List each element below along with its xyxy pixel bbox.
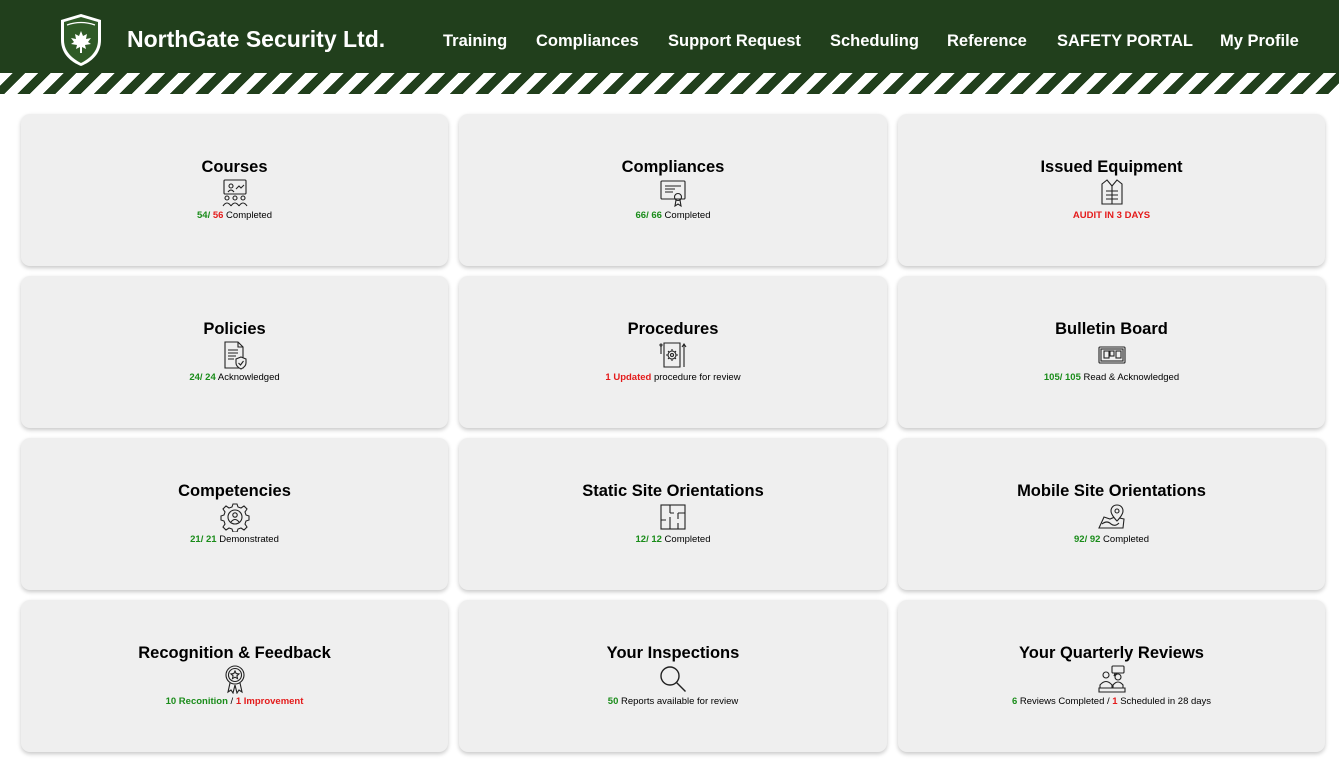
competency-gear-icon: [219, 502, 250, 532]
nav-support-request[interactable]: Support Request: [668, 32, 801, 50]
card-title: Policies: [203, 320, 266, 338]
card-policies[interactable]: Policies 24/ 24 Acknowledged: [21, 276, 448, 428]
card-recognition-feedback[interactable]: Recognition & Feedback 10 Reconition / 1…: [21, 600, 448, 752]
nav-compliances[interactable]: Compliances: [536, 32, 639, 50]
card-title: Procedures: [627, 320, 719, 338]
card-status: 6 Reviews Completed / 1 Scheduled in 28 …: [1011, 696, 1212, 707]
card-status: 66/ 66 Completed: [635, 210, 711, 221]
meeting-icon: [1097, 664, 1127, 694]
card-static-site-orientations[interactable]: Static Site Orientations 12/ 12 Complete…: [459, 438, 887, 590]
card-status: 1 Updated procedure for review: [605, 372, 741, 383]
card-status: 10 Reconition / 1 Improvement: [165, 696, 304, 707]
card-your-quarterly-reviews[interactable]: Your Quarterly Reviews 6 Reviews Complet…: [898, 600, 1325, 752]
card-title: Courses: [201, 158, 268, 176]
card-title: Competencies: [178, 482, 291, 500]
card-bulletin-board[interactable]: Bulletin Board 105/ 105 Read & Acknowled…: [898, 276, 1325, 428]
card-status: 24/ 24 Acknowledged: [189, 372, 280, 383]
card-title: Issued Equipment: [1040, 158, 1183, 176]
card-title: Mobile Site Orientations: [1017, 482, 1206, 500]
card-procedures[interactable]: Procedures 1 Updated procedure for revie…: [459, 276, 887, 428]
hazard-stripe-divider: [0, 73, 1339, 94]
nav-scheduling[interactable]: Scheduling: [830, 32, 919, 50]
card-status: 12/ 12 Completed: [635, 534, 711, 545]
card-title: Static Site Orientations: [582, 482, 764, 500]
bulletin-board-icon: [1097, 340, 1127, 370]
magnifier-icon: [658, 664, 688, 694]
card-compliances[interactable]: Compliances 66/ 66 Completed: [459, 114, 887, 266]
card-status: AUDIT IN 3 DAYS: [1072, 210, 1151, 221]
nav-my-profile[interactable]: My Profile: [1220, 32, 1299, 50]
award-ribbon-icon: [220, 664, 250, 694]
nav-safety-portal[interactable]: SAFETY PORTAL: [1057, 32, 1193, 50]
card-title: Compliances: [621, 158, 725, 176]
card-competencies[interactable]: Competencies 21/ 21 Demonstrated: [21, 438, 448, 590]
card-title: Bulletin Board: [1055, 320, 1168, 338]
card-title: Recognition & Feedback: [138, 644, 331, 662]
certificate-icon: [658, 178, 688, 208]
card-status: 105/ 105 Read & Acknowledged: [1043, 372, 1180, 383]
card-title: Your Quarterly Reviews: [1019, 644, 1204, 662]
card-courses[interactable]: Courses 54/ 56 Completed: [21, 114, 448, 266]
card-status: 54/ 56 Completed: [196, 210, 273, 221]
card-status: 50 Reports available for review: [607, 696, 739, 707]
policy-document-icon: [220, 340, 250, 370]
procedure-gear-icon: [658, 340, 688, 370]
dashboard-grid: Courses 54/ 56 Completed Compliances: [21, 114, 1326, 752]
brand-name[interactable]: NorthGate Security Ltd.: [127, 26, 386, 52]
card-title: Your Inspections: [606, 644, 740, 662]
main-nav: Training Compliances Support Request Sch…: [0, 32, 1339, 54]
vest-icon: [1097, 178, 1127, 208]
card-status: 92/ 92 Completed: [1073, 534, 1150, 545]
top-navbar: NorthGate Security Ltd. Training Complia…: [0, 0, 1339, 94]
nav-reference[interactable]: Reference: [947, 32, 1027, 50]
map-pin-icon: [1097, 502, 1127, 532]
classroom-icon: [220, 178, 250, 208]
card-mobile-site-orientations[interactable]: Mobile Site Orientations 92/ 92 Complete…: [898, 438, 1325, 590]
card-your-inspections[interactable]: Your Inspections 50 Reports available fo…: [459, 600, 887, 752]
card-status: 21/ 21 Demonstrated: [190, 534, 279, 545]
northgate-logo-icon[interactable]: [59, 13, 103, 67]
floor-plan-icon: [658, 502, 688, 532]
nav-training[interactable]: Training: [443, 32, 508, 50]
card-issued-equipment[interactable]: Issued Equipment AUDIT IN 3 DAYS: [898, 114, 1325, 266]
